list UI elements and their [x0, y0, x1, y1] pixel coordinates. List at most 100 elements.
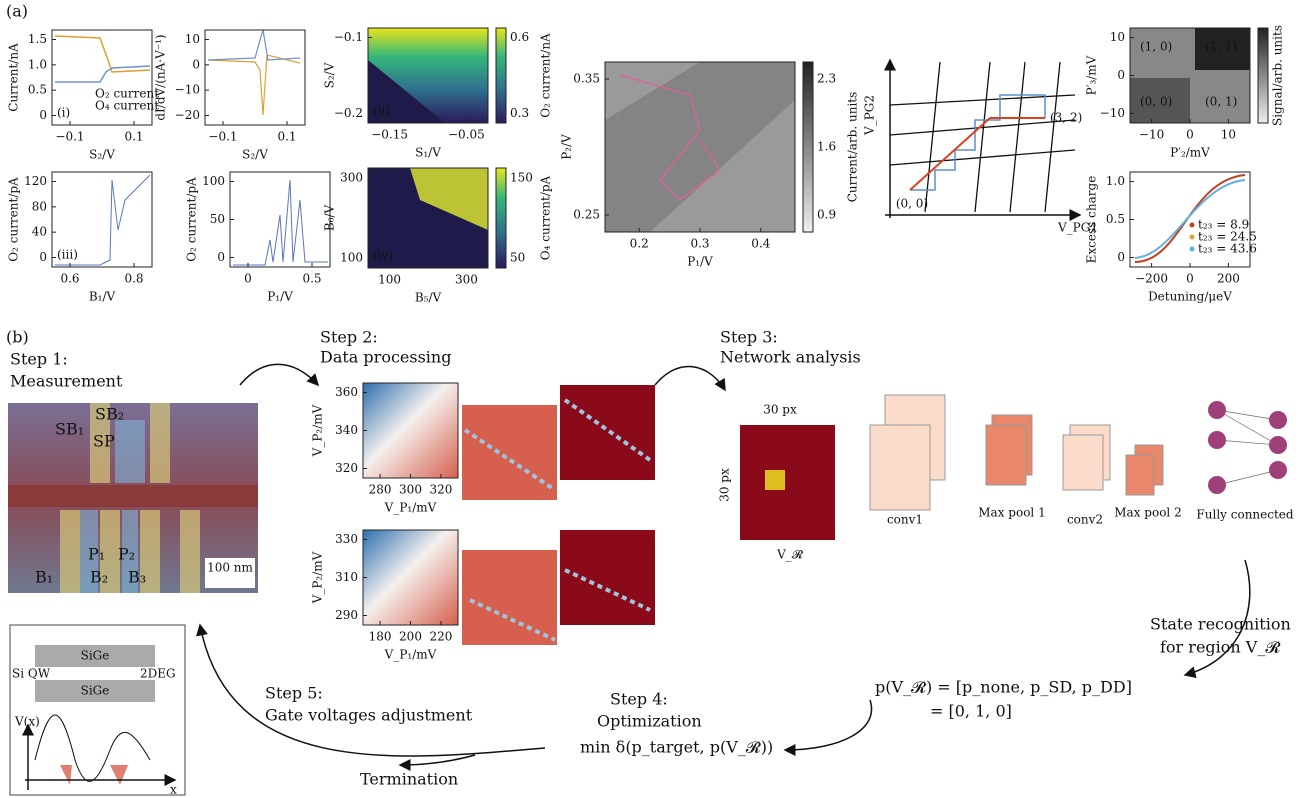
step-text: for region V_𝓡 [1160, 638, 1280, 657]
y-tick-label: 300 [340, 171, 363, 185]
y-tick-label: 1.0 [1106, 174, 1125, 188]
x-tick-label: 280 [369, 483, 392, 497]
y-tick-label: 120 [24, 174, 47, 188]
y-tick-label: 100 [202, 174, 225, 188]
step-text: State recognition [1150, 615, 1291, 634]
axis-label: V_P₂/mV [311, 551, 325, 604]
x-tick-label: 300 [399, 483, 422, 497]
legend-marker [1190, 247, 1195, 252]
step-text: = [0, 1, 0] [930, 702, 1012, 721]
axis-label: Signal/arb. units [1271, 25, 1285, 126]
axis-label: B₁/V [89, 290, 116, 304]
colorbar-tick: 50 [510, 251, 525, 265]
axis-label: B₅/V [415, 291, 442, 305]
step-text: Measurement [10, 372, 123, 391]
y-tick-label: 0 [1117, 68, 1125, 82]
y-tick-label: −20 [175, 108, 200, 122]
step-text: Step 5: [265, 684, 323, 703]
axis-label: Current/arb. units [846, 92, 860, 203]
axis-label: S₁/V [415, 146, 441, 160]
y-tick-label: 10 [185, 32, 200, 46]
y-tick-label: 320 [335, 461, 358, 475]
y-tick-label: 40 [32, 225, 47, 239]
step-text: Step 1: [10, 350, 68, 369]
gate-label: B₂ [90, 568, 108, 587]
x-tick-label: 0.4 [751, 237, 770, 251]
inset-label: x [170, 783, 177, 797]
layer-label: conv2 [1067, 513, 1103, 527]
panel-label: (b) [6, 328, 29, 347]
step-text: Data processing [320, 348, 451, 367]
state-label: (1, 0) [1140, 40, 1172, 54]
inset-label: V(x) [14, 715, 40, 729]
axis-label: 30 px [718, 468, 732, 502]
y-tick-label: 0 [217, 250, 225, 264]
axis-label: O₄ current/pA [539, 175, 553, 260]
y-tick-label: 0 [39, 108, 47, 122]
step-text: Step 3: [720, 328, 778, 347]
y-tick-label: 10 [1110, 30, 1125, 44]
x-tick-label: 0.2 [630, 237, 649, 251]
step-text: Optimization [597, 712, 702, 731]
colorbar-tick: 150 [510, 171, 533, 185]
x-tick-label: −0.05 [448, 128, 485, 142]
y-tick-label: 80 [32, 199, 47, 213]
axis-label: O₂ current/nA [539, 33, 553, 118]
inset-label: SiGe [81, 649, 110, 663]
axis-label: S₂/V [89, 148, 115, 162]
size-label: 30 px [763, 403, 797, 417]
gate-label: B₁ [35, 568, 53, 587]
y-tick-label: 330 [335, 532, 358, 546]
x-tick-label: 0 [1186, 272, 1194, 286]
y-tick-label: −10 [1100, 106, 1125, 120]
layer-label: Max pool 1 [978, 506, 1045, 520]
x-tick-label: 0.6 [60, 272, 79, 286]
y-tick-label: 50 [210, 212, 225, 226]
y-tick-label: 0 [192, 57, 200, 71]
axis-label: Excess charge [1085, 176, 1099, 264]
legend-entry: t₂₃ = 43.6 [1198, 242, 1257, 256]
x-tick-label: 0 [1186, 128, 1194, 142]
colorbar [1258, 28, 1268, 123]
x-tick-label: 180 [369, 630, 392, 644]
state-label: (0, 0) [1140, 95, 1172, 109]
y-tick-label: 0.35 [573, 72, 600, 86]
tag: (i) [57, 106, 70, 120]
x-tick-label: 220 [429, 630, 452, 644]
axis-label: V_P₁/mV [384, 648, 437, 662]
y-tick-label: 100 [340, 251, 363, 265]
inset-label: Si QW [12, 667, 51, 681]
x-tick-label: 200 [399, 630, 422, 644]
y-tick-label: 360 [335, 385, 358, 399]
axis-label: P₂/V [560, 134, 574, 160]
colorbar-tick: 0.3 [510, 106, 529, 120]
y-tick-label: 0 [39, 250, 47, 264]
x-tick-label: −0.1 [208, 130, 237, 144]
axis-label: Current/nA [7, 43, 21, 112]
y-tick-label: 0 [1117, 250, 1125, 264]
legend-marker [1190, 235, 1195, 240]
x-tick-label: 10 [1221, 128, 1236, 142]
x-tick-label: 0.3 [690, 237, 709, 251]
axis-label: P₁/V [267, 290, 293, 304]
y-tick-label: 340 [335, 423, 358, 437]
axis-label: V_PG2 [863, 95, 877, 136]
layer-label: conv1 [887, 513, 923, 527]
y-tick-label: 0.5 [1106, 212, 1125, 226]
figure: (a)(b)−0.10.11.51.00.50S₂/VCurrent/nA(i)… [0, 0, 1305, 798]
point-label: (3, 2) [1050, 111, 1082, 125]
gate-label: B₃ [128, 568, 146, 587]
layer-label: Fully connected [1196, 508, 1293, 522]
gate-label: P₂ [118, 545, 135, 564]
x-tick-label: 200 [1217, 272, 1240, 286]
axis-label: S₂/V [242, 148, 268, 162]
gate-label: SP [93, 432, 115, 451]
tag: (iii) [57, 248, 78, 262]
step-text: Gate voltages adjustment [265, 706, 473, 725]
colorbar-tick: 2.3 [817, 72, 836, 86]
scale-bar: 100 nm [207, 561, 253, 575]
y-tick-label: 1.0 [28, 57, 47, 71]
x-tick-label: −200 [1135, 272, 1168, 286]
legend-marker [1190, 223, 1195, 228]
x-tick-label: 0 [244, 272, 252, 286]
